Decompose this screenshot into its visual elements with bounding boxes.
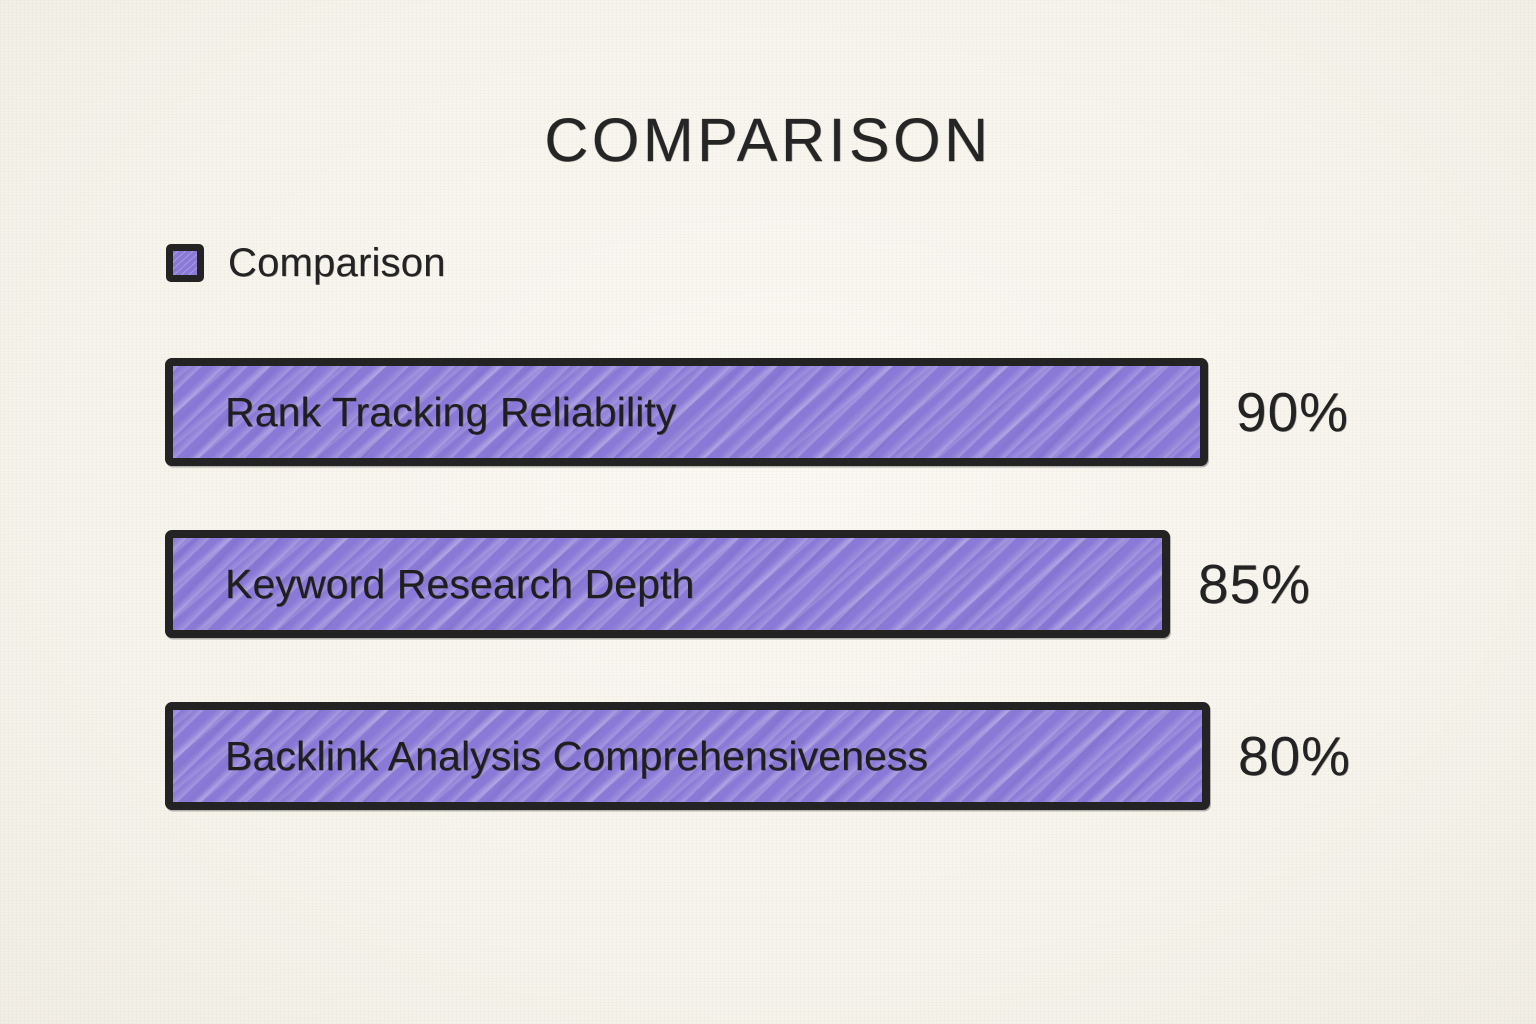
chart-title: COMPARISON bbox=[544, 106, 992, 174]
bar-row: Backlink Analysis Comprehensiveness 80% bbox=[165, 702, 1505, 810]
bar-label: Backlink Analysis Comprehensiveness bbox=[225, 732, 929, 779]
bar-backlink-analysis-comprehensiveness: Backlink Analysis Comprehensiveness bbox=[165, 702, 1210, 810]
bar-rank-tracking-reliability: Rank Tracking Reliability bbox=[165, 358, 1208, 466]
bar-row: Keyword Research Depth 85% bbox=[165, 530, 1505, 638]
chart-legend: Comparison bbox=[166, 243, 446, 283]
bar-keyword-research-depth: Keyword Research Depth bbox=[165, 530, 1170, 638]
bar-value-label: 85% bbox=[1198, 552, 1312, 615]
bar-label: Keyword Research Depth bbox=[225, 560, 695, 607]
bar-value-label: 80% bbox=[1238, 724, 1352, 787]
bar-list: Rank Tracking Reliability 90% Keyword Re… bbox=[165, 358, 1505, 810]
bar-label: Rank Tracking Reliability bbox=[225, 388, 677, 435]
legend-swatch-icon bbox=[166, 244, 204, 282]
bar-value-label: 90% bbox=[1236, 380, 1350, 443]
bar-row: Rank Tracking Reliability 90% bbox=[165, 358, 1505, 466]
legend-item-label: Comparison bbox=[228, 241, 446, 285]
